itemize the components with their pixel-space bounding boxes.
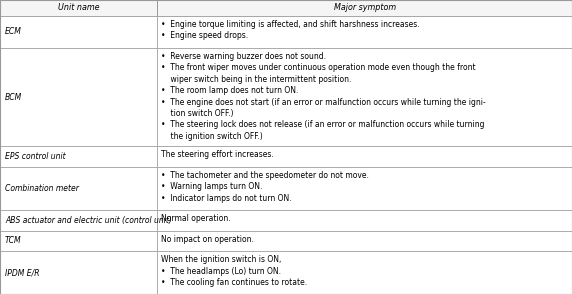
Text: Normal operation.: Normal operation. <box>161 214 231 223</box>
Bar <box>0 251 157 294</box>
Text: EPS control unit: EPS control unit <box>5 152 66 161</box>
Bar <box>0 230 157 251</box>
Text: TCM: TCM <box>5 236 22 245</box>
Bar <box>0 167 157 210</box>
Bar <box>0 146 157 167</box>
Text: When the ignition switch is ON,
•  The headlamps (Lo) turn ON.
•  The cooling fa: When the ignition switch is ON, • The he… <box>161 255 307 287</box>
Bar <box>157 251 572 294</box>
Bar <box>157 230 572 251</box>
Bar <box>157 210 572 230</box>
Text: ABS actuator and electric unit (control unit): ABS actuator and electric unit (control … <box>5 216 172 225</box>
Bar <box>157 48 572 146</box>
Text: Unit name: Unit name <box>58 4 100 13</box>
Bar <box>0 48 157 146</box>
Text: •  Engine torque limiting is affected, and shift harshness increases.
•  Engine : • Engine torque limiting is affected, an… <box>161 20 420 41</box>
Text: IPDM E/R: IPDM E/R <box>5 268 39 277</box>
Bar <box>0 16 157 48</box>
Bar <box>0 0 157 16</box>
Text: The steering effort increases.: The steering effort increases. <box>161 151 274 159</box>
Text: •  Reverse warning buzzer does not sound.
•  The front wiper moves under continu: • Reverse warning buzzer does not sound.… <box>161 52 486 141</box>
Text: Combination meter: Combination meter <box>5 184 79 193</box>
Text: •  The tachometer and the speedometer do not move.
•  Warning lamps turn ON.
•  : • The tachometer and the speedometer do … <box>161 171 369 203</box>
Text: No impact on operation.: No impact on operation. <box>161 235 254 243</box>
Bar <box>157 167 572 210</box>
Bar <box>157 0 572 16</box>
Text: ECM: ECM <box>5 27 22 36</box>
Text: Major symptom: Major symptom <box>333 4 396 13</box>
Bar <box>157 146 572 167</box>
Text: BCM: BCM <box>5 93 22 102</box>
Bar <box>157 16 572 48</box>
Bar <box>0 210 157 230</box>
